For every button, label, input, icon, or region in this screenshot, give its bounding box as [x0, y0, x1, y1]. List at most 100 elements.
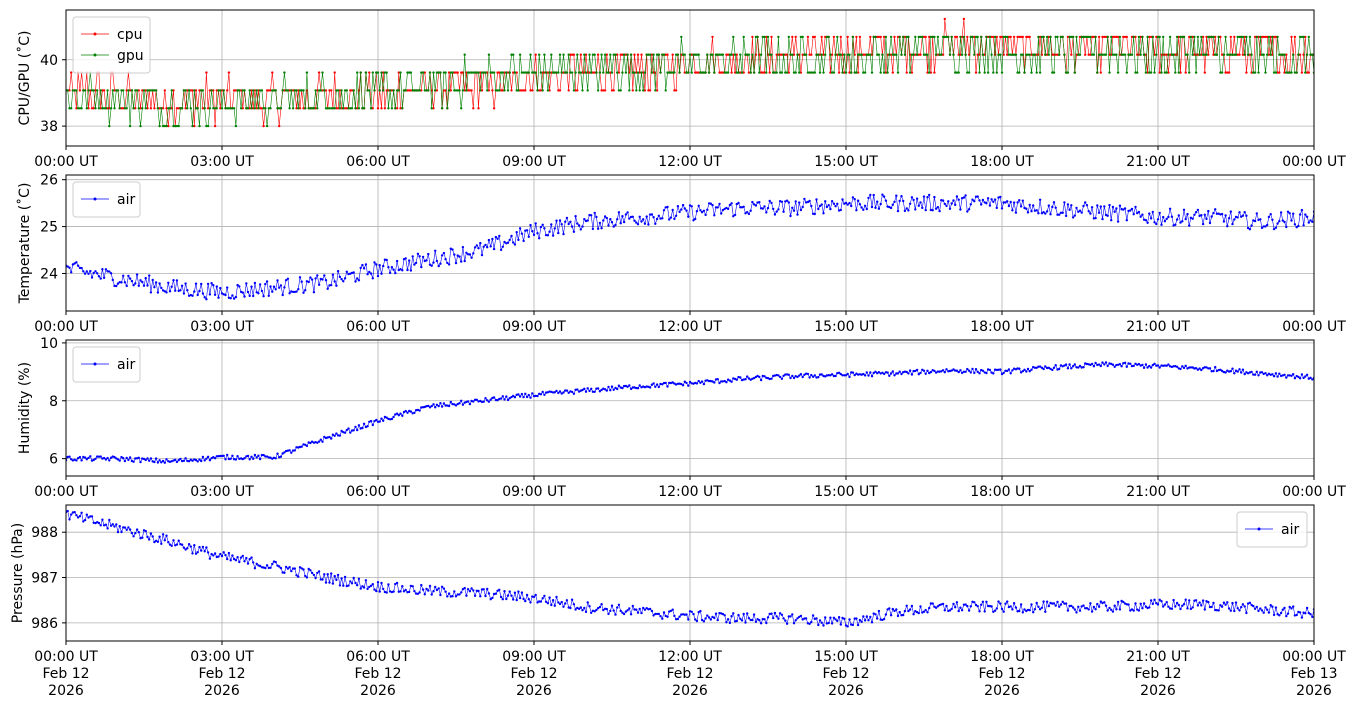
data-point [666, 205, 669, 209]
data-point [564, 602, 567, 605]
y-axis-label: Humidity (%) [17, 362, 33, 454]
data-point [1051, 368, 1054, 372]
data-point [281, 89, 284, 92]
data-point [817, 623, 820, 627]
data-point [711, 35, 714, 39]
data-point [186, 547, 189, 550]
data-point [1082, 35, 1085, 39]
data-point [804, 201, 808, 204]
data-point [321, 71, 324, 74]
data-point [796, 213, 799, 216]
data-point [309, 276, 312, 279]
data-point [1201, 222, 1205, 226]
data-point [434, 585, 437, 589]
x-tick-label: 00:00 UT [34, 484, 98, 500]
data-point [888, 374, 891, 377]
data-point [1184, 217, 1187, 221]
data-point [206, 124, 210, 128]
data-point [980, 35, 983, 39]
data-point [543, 53, 546, 56]
x-tick-label: 00:00 UT [34, 319, 98, 335]
data-point [907, 372, 910, 375]
data-point [1264, 71, 1267, 74]
data-point [518, 89, 522, 92]
data-point [1037, 35, 1040, 39]
data-point [1059, 364, 1063, 367]
data-point [645, 53, 648, 56]
data-point [739, 206, 742, 209]
data-point [520, 591, 524, 594]
data-point [801, 375, 804, 379]
data-point [1149, 366, 1153, 369]
data-point [699, 209, 702, 212]
data-point [940, 370, 943, 373]
data-point [120, 89, 123, 92]
data-point [219, 454, 222, 458]
data-point [1241, 214, 1245, 217]
data-point [383, 415, 387, 419]
data-point [111, 278, 115, 282]
data-point [818, 373, 822, 376]
x-tick-label: 21:00 UT [1126, 154, 1190, 170]
data-point [472, 589, 475, 592]
data-point [806, 71, 810, 74]
data-point [1259, 607, 1262, 610]
data-point [877, 53, 881, 56]
data-point [302, 291, 305, 294]
data-point [466, 400, 470, 403]
data-point [713, 381, 716, 384]
data-point [198, 289, 201, 293]
x-tick-label: 21:00 UT [1126, 484, 1190, 500]
data-point [652, 614, 655, 617]
data-point [773, 611, 777, 615]
data-point [1311, 615, 1314, 619]
data-point [877, 207, 881, 210]
data-point [161, 459, 165, 463]
data-point [544, 71, 548, 74]
data-point [593, 390, 596, 393]
data-point [284, 89, 288, 92]
data-point [201, 89, 205, 92]
data-point [473, 594, 477, 597]
data-point [1153, 221, 1156, 224]
data-point [177, 539, 180, 542]
data-point [1278, 220, 1281, 223]
data-point [569, 53, 572, 56]
data-point [581, 225, 584, 228]
data-point [1260, 371, 1264, 374]
data-point [733, 71, 737, 74]
data-point [908, 608, 912, 611]
data-point [118, 281, 121, 284]
data-point [898, 35, 901, 39]
data-point [333, 574, 336, 578]
data-point [1016, 71, 1019, 74]
data-point [820, 373, 823, 376]
data-point [1201, 599, 1205, 602]
data-point [782, 210, 785, 213]
x-tick-label: 00:00 UT Feb 13 2026 [1282, 649, 1346, 699]
data-point [368, 89, 371, 92]
data-point [943, 35, 946, 39]
data-point [304, 443, 307, 446]
data-point [737, 71, 740, 74]
y-tick-label: 38 [40, 119, 58, 135]
data-point [751, 53, 754, 56]
data-point [711, 380, 714, 383]
data-point [702, 620, 706, 623]
data-point [1193, 35, 1196, 39]
data-point [962, 35, 966, 39]
data-point [590, 214, 593, 217]
data-point [141, 107, 144, 110]
data-point [1073, 71, 1077, 74]
data-point [331, 433, 335, 436]
data-point [1155, 35, 1158, 39]
data-point [1302, 35, 1305, 39]
data-point [220, 554, 224, 558]
data-point [810, 620, 813, 624]
data-point [780, 377, 784, 380]
legend-label: air [117, 357, 135, 373]
data-point [733, 213, 737, 217]
data-point [792, 53, 796, 56]
data-point [924, 35, 927, 39]
data-point [527, 393, 530, 397]
